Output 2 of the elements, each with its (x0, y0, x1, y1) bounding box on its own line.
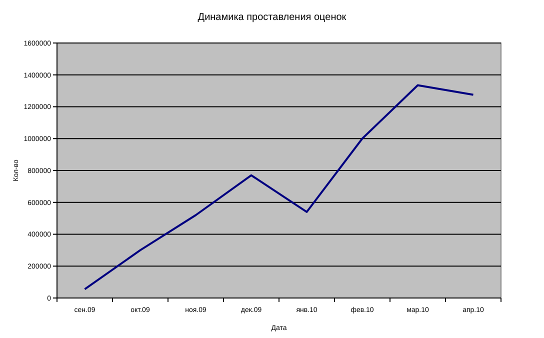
line-series (84, 84, 474, 290)
chart-title: Динамика проставления оценок (198, 12, 347, 23)
